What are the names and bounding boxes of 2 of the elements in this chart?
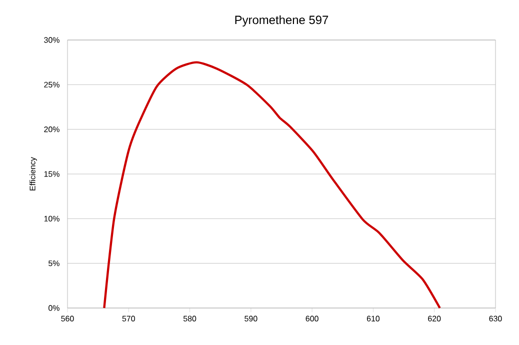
line-series bbox=[103, 61, 441, 310]
chart-title: Pyromethene 597 bbox=[235, 15, 328, 26]
